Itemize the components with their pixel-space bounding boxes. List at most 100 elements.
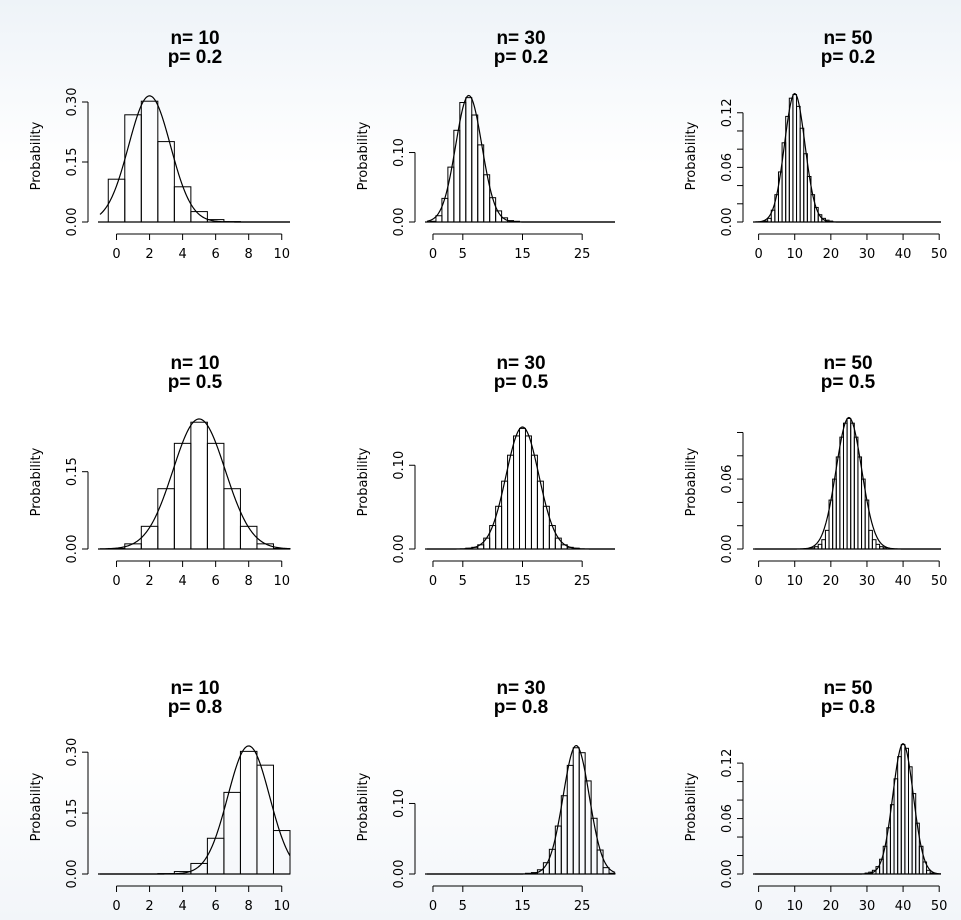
bar [140,100,159,223]
bar [904,747,909,875]
x-tick-label: 10 [273,574,290,589]
bar [799,127,805,223]
panel-n30-p0.8: n= 30p= 0.8 Probability 0 5 15 25 0.00 0.10 [356,678,616,914]
panel-title: p= 0.2 [168,47,222,68]
bar [893,778,899,875]
y-tick-label: 0.00 [392,860,407,889]
bar [190,211,208,223]
x-tick-label: 10 [273,247,290,262]
panel-n30-p0.2: n= 30p= 0.2 Probability 0 5 15 25 0.00 0.10 [356,28,615,262]
bar [435,215,443,223]
normal-curve [427,426,615,550]
panel-title: n= 30 [496,353,545,374]
x-tick-label: 0 [429,574,437,589]
panel-title: n= 30 [496,28,545,49]
bar [835,456,841,550]
y-tick-label: 0.15 [65,148,80,177]
bar [483,537,491,550]
x-tick-label: 0 [112,247,120,262]
panel-title: n= 10 [170,678,219,699]
y-tick-label: 0.06 [720,804,735,833]
bar [824,529,830,550]
x-tick-label: 2 [145,574,153,589]
x-tick-label: 2 [145,247,153,262]
y-tick-label: 0.06 [720,153,735,182]
bar [519,427,526,550]
bar [223,791,241,875]
y-tick-label: 0.00 [65,535,80,564]
y-tick-label: 0.10 [392,451,407,480]
normal-curve [755,742,942,875]
bar [792,94,798,223]
bar [223,488,241,550]
panel-title: n= 30 [496,678,545,699]
bar [548,848,556,875]
bar [868,529,873,550]
x-tick-label: 8 [245,574,253,589]
y-tick-label: 0.30 [65,88,80,117]
y-axis-label: Probability [684,447,699,516]
bar [596,849,604,875]
y-tick-label: 0.00 [65,208,80,237]
x-tick-label: 0 [754,574,762,589]
bar [846,417,852,550]
panel-n50-p0.8: n= 50p= 0.8 Probability 0 10 20 30 40 50 0.00 0.0… [684,678,947,914]
bar [803,153,808,223]
bar [572,747,580,875]
panel-n10-p0.8: n= 10p= 0.8 Probability 0 2 4 6 8 10 0.00 0.15 0.3… [29,678,291,914]
x-tick-label: 15 [514,247,531,262]
bar [173,186,192,223]
y-tick-label: 0.15 [65,457,80,486]
y-tick-label: 0.00 [392,208,407,237]
bar [871,539,877,550]
x-tick-label: 50 [931,247,948,262]
y-tick-label: 0.10 [392,138,407,167]
panel-n50-p0.5: n= 50p= 0.5 Probability 0 10 20 30 40 50 0.00 0.0… [684,353,947,589]
x-tick-label: 0 [754,247,762,262]
y-tick-label: 0.10 [392,789,407,818]
bar [190,862,208,875]
y-tick-label: 0.12 [720,98,735,127]
x-tick-label: 15 [514,899,531,914]
bar [441,197,449,223]
y-axis-label: Probability [684,772,699,841]
panel-title: p= 0.5 [821,372,876,393]
y-tick-label: 0.15 [65,799,80,828]
y-tick-label: 0.30 [65,738,80,767]
bar [548,525,556,550]
x-tick-label: 10 [273,899,290,914]
bar [817,543,823,550]
bar [507,454,515,550]
bar [140,525,159,550]
x-tick-label: 50 [931,899,948,914]
x-tick-label: 6 [212,247,220,262]
x-tick-label: 4 [178,247,186,262]
bar [157,141,175,223]
panel-n30-p0.5: n= 30p= 0.5 Probability 0 5 15 25 0.00 0.10 [356,353,615,589]
x-tick-label: 0 [429,247,437,262]
bar [190,421,208,550]
panel-n50-p0.2: n= 50p= 0.2 Probability 0 10 20 30 40 50 0.00 0.0… [684,28,947,262]
bar [857,456,863,550]
bar [453,129,461,223]
y-tick-label: 0.00 [392,535,407,564]
x-tick-label: 4 [178,574,186,589]
bar [206,837,225,875]
bar [602,867,610,875]
bar [875,543,881,550]
normal-curve [99,418,291,550]
normal-curve [755,416,941,550]
x-tick-label: 0 [112,899,120,914]
x-tick-label: 25 [574,899,591,914]
bar [566,764,574,875]
bar [157,488,175,550]
y-axis-label: Probability [29,447,44,516]
normal-curve [754,92,941,223]
x-tick-label: 10 [786,247,803,262]
x-tick-label: 30 [859,247,876,262]
normal-curve [426,94,615,223]
bar [821,539,826,550]
bar [530,454,538,550]
y-axis-label: Probability [356,772,371,841]
